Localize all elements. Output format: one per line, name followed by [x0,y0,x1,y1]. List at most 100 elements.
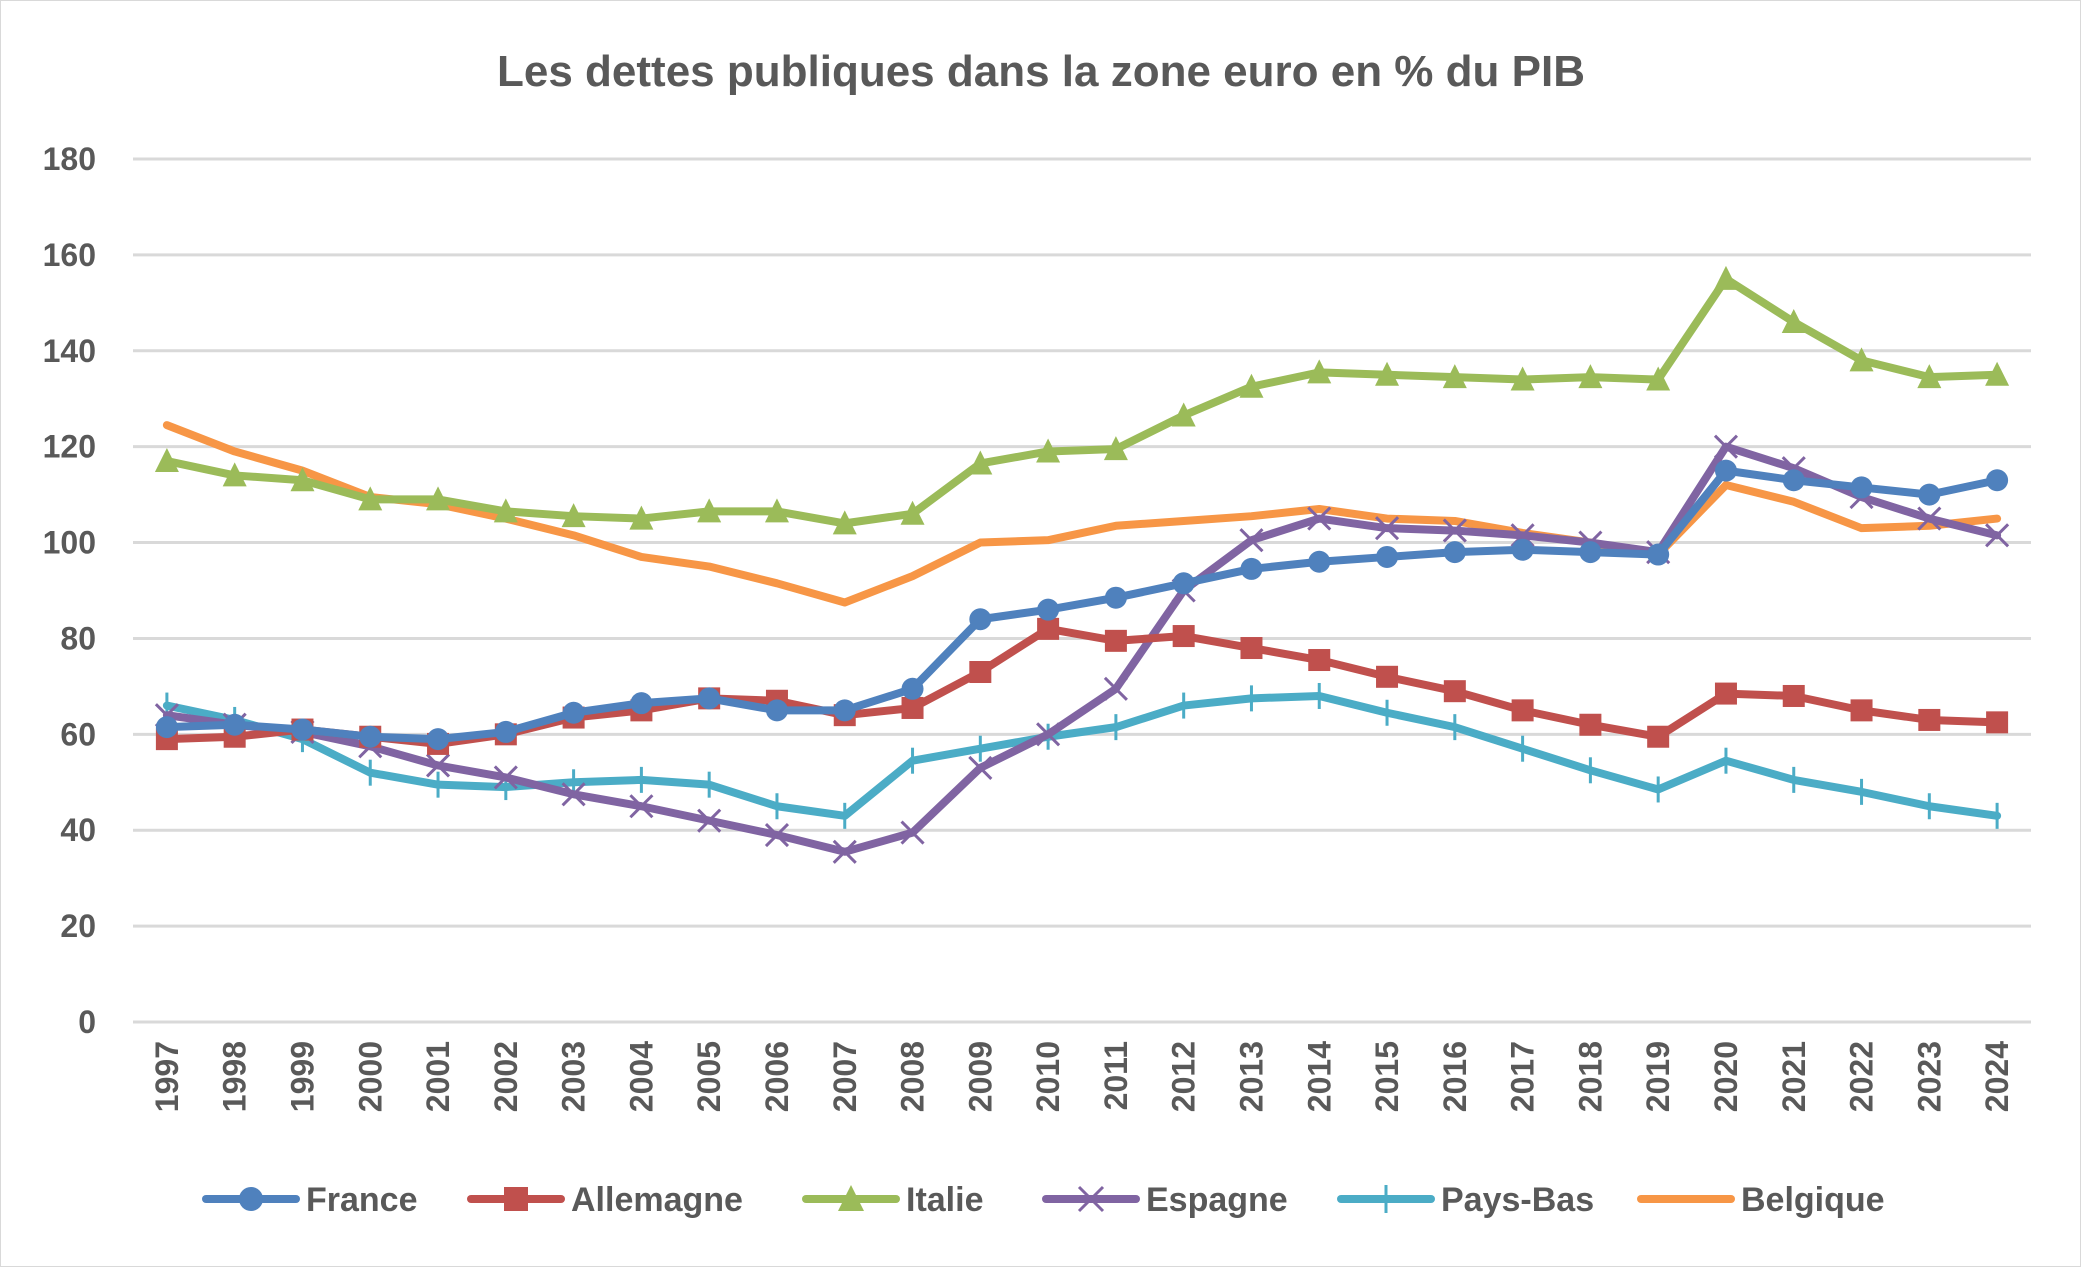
data-point [493,498,518,523]
y-tick-label: 0 [78,1004,96,1040]
data-point [1985,523,2010,548]
data-point [1239,373,1264,398]
data-point [1917,364,1942,389]
x-tick-label: 2010 [1030,1041,1066,1112]
data-point [1308,550,1331,573]
legend-item[interactable]: Pays-Bas [1337,1181,1594,1219]
x-tick-label: 2007 [827,1041,863,1112]
data-point [291,718,314,741]
data-point [900,820,925,845]
y-axis-ticks: 0 20 40 60 80 100 120 140 160 180 [43,141,96,1040]
data-point [1171,402,1196,427]
data-point [764,498,789,523]
data-point [1646,366,1671,391]
series-layer [154,265,2010,864]
x-tick-label: 2004 [623,1041,659,1112]
data-point [155,716,178,739]
data-point [290,467,315,492]
data-point [1986,711,2009,734]
legend-item[interactable]: Italie [802,1181,983,1219]
legend-label: Italie [906,1181,983,1219]
legend-item[interactable]: Belgique [1637,1181,1885,1219]
data-point [1918,708,1941,731]
legend-label: Pays-Bas [1441,1181,1594,1219]
data-point [358,486,383,511]
y-tick-label: 120 [43,429,96,465]
data-point [1850,476,1873,499]
x-tick-label: 2018 [1572,1041,1608,1112]
x-tick-label: 2008 [895,1041,931,1112]
y-tick-label: 60 [60,716,96,752]
data-point [561,782,586,807]
x-tick-label: 2003 [556,1041,592,1112]
data-point [1647,725,1670,748]
legend-marker [1077,1185,1105,1213]
data-point [1036,438,1061,463]
data-point [223,713,246,736]
data-point [493,765,518,790]
x-tick-label: 1998 [217,1041,253,1112]
data-point [1239,528,1264,553]
data-point [1103,436,1128,461]
x-tick-label: 2017 [1505,1041,1541,1112]
data-point [1986,469,2009,492]
data-point [629,505,654,530]
x-tick-label: 1999 [284,1041,320,1112]
chart-title: Les dettes publiques dans la zone euro e… [497,47,1585,96]
data-point [1511,699,1534,722]
legend-marker [504,1187,528,1211]
data-point [1307,359,1332,384]
x-tick-label: 2009 [962,1041,998,1112]
data-point [697,498,722,523]
data-point [968,450,993,475]
data-point [901,696,924,719]
data-point [1036,722,1061,747]
x-tick-label: 2013 [1233,1041,1269,1112]
data-point [1442,364,1467,389]
data-point [222,462,247,487]
series-belgique [162,421,2002,607]
y-tick-label: 140 [43,333,96,369]
y-tick-label: 180 [43,141,96,177]
data-point [1240,637,1263,660]
data-point [900,500,925,525]
data-point [1104,629,1127,652]
x-tick-label: 2020 [1708,1041,1744,1112]
x-tick-label: 2022 [1844,1041,1880,1112]
data-point [697,808,722,833]
legend-marker [239,1187,263,1211]
x-tick-label: 2000 [352,1041,388,1112]
data-point [1442,518,1467,543]
x-tick-label: 2002 [488,1041,524,1112]
y-tick-label: 80 [60,620,96,656]
data-point [1985,361,2010,386]
data-point [1714,459,1737,482]
legend-item[interactable]: France [202,1181,418,1219]
data-point [968,755,993,780]
legend-label: Allemagne [571,1181,743,1219]
legend-item[interactable]: Espagne [1042,1181,1288,1219]
y-tick-label: 20 [60,908,96,944]
series-line [162,274,2002,528]
x-tick-label: 2011 [1098,1041,1134,1110]
legend-item[interactable]: Allemagne [467,1181,743,1219]
data-point [1037,617,1060,640]
data-point [969,608,992,631]
x-tick-label: 2014 [1301,1041,1337,1112]
data-point [494,720,517,743]
data-point [764,822,790,848]
data-point [1104,586,1127,609]
legend-marker [838,1185,864,1211]
data-point [1918,483,1941,506]
x-tick-label: 2016 [1437,1041,1473,1112]
data-point [1037,598,1060,621]
y-tick-label: 160 [43,237,96,273]
data-point [1376,545,1399,568]
data-point [698,687,721,710]
data-point [1308,649,1331,672]
data-point [630,692,653,715]
y-tick-label: 40 [60,812,96,848]
x-tick-label: 1997 [149,1041,185,1112]
